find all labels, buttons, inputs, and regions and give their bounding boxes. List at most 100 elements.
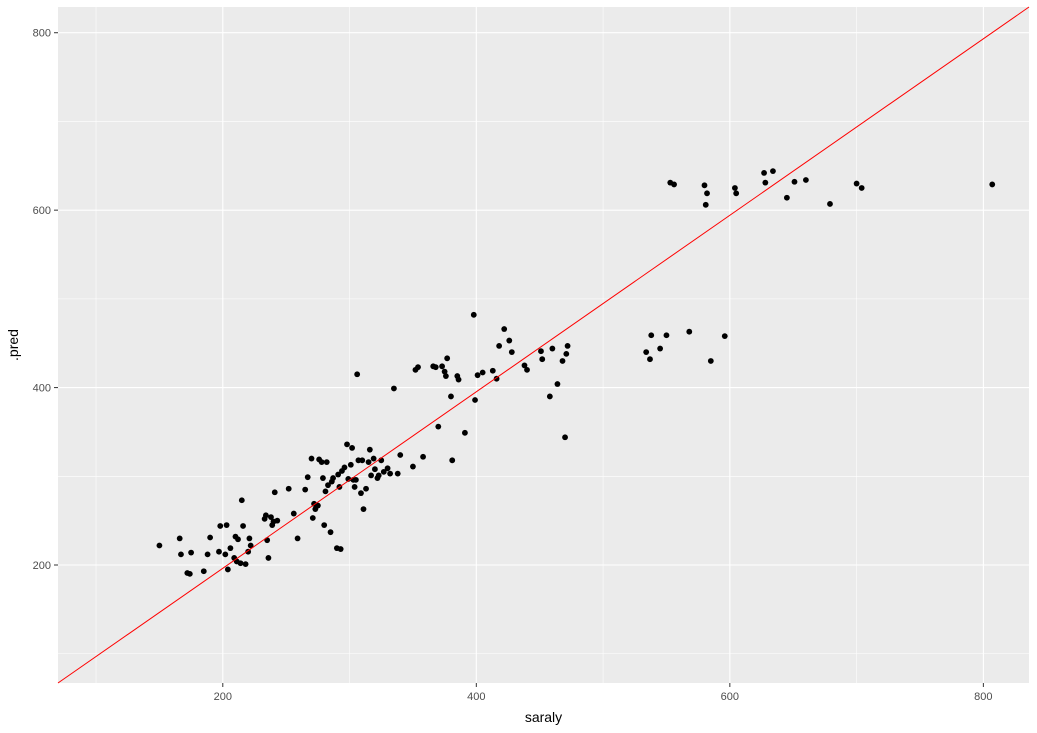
data-point — [358, 490, 364, 497]
data-point — [384, 465, 391, 472]
data-point — [448, 393, 454, 400]
data-point — [246, 535, 253, 542]
data-point — [501, 326, 508, 332]
x-axis-ticks: 200 400 600 800 — [214, 683, 993, 703]
data-point — [721, 333, 728, 340]
data-point — [474, 372, 481, 379]
data-point — [262, 512, 269, 519]
minor-gridlines — [58, 7, 1029, 683]
y-axis-ticks: 200 400 600 800 — [33, 28, 58, 572]
data-point — [732, 185, 738, 191]
data-points — [156, 168, 996, 577]
data-point — [563, 350, 570, 357]
data-point — [686, 328, 693, 335]
data-point — [347, 461, 354, 468]
data-point — [370, 455, 377, 462]
data-point — [506, 337, 513, 344]
reference-line — [57, 6, 1030, 684]
data-point — [318, 459, 325, 466]
data-point — [762, 179, 769, 186]
data-point — [643, 349, 650, 355]
data-point — [294, 535, 301, 542]
data-point — [274, 517, 281, 524]
data-point — [322, 488, 329, 495]
data-point — [701, 182, 708, 189]
data-point — [224, 566, 231, 573]
data-point — [327, 529, 334, 536]
data-point — [366, 446, 373, 453]
data-point — [415, 364, 421, 371]
data-point — [304, 474, 311, 481]
data-point — [791, 178, 798, 185]
y-tick-label: 800 — [33, 28, 51, 40]
y-tick-label: 200 — [33, 560, 51, 572]
data-point — [186, 570, 193, 577]
data-point — [432, 364, 439, 371]
data-point — [546, 393, 553, 400]
x-tick-label: 600 — [721, 691, 739, 703]
data-point — [549, 345, 556, 352]
x-tick-label: 800 — [974, 691, 992, 703]
data-point — [853, 180, 860, 187]
data-point — [238, 497, 245, 504]
data-point — [268, 514, 274, 521]
data-point — [321, 522, 328, 528]
data-point — [372, 466, 378, 473]
data-point — [320, 475, 326, 481]
data-point — [285, 485, 292, 492]
data-point — [538, 348, 544, 355]
data-point — [858, 185, 865, 191]
data-point — [671, 181, 677, 188]
y-tick-label: 400 — [33, 383, 51, 395]
data-point — [227, 545, 234, 552]
data-point — [472, 397, 478, 403]
data-point — [309, 515, 316, 521]
data-point — [237, 560, 244, 567]
data-point — [462, 429, 468, 436]
data-point — [217, 523, 224, 529]
data-point — [335, 471, 342, 478]
data-point — [455, 376, 462, 383]
data-point — [200, 568, 207, 575]
data-point — [479, 369, 486, 376]
data-point — [337, 546, 344, 552]
data-point — [368, 472, 375, 479]
x-axis-title: saraly — [525, 709, 562, 725]
data-point — [222, 551, 229, 558]
data-point — [207, 534, 214, 541]
data-point — [352, 476, 359, 483]
data-point — [449, 457, 456, 464]
data-point — [489, 367, 496, 374]
data-point — [178, 551, 184, 558]
data-point — [240, 523, 246, 529]
y-axis-title: .pred — [5, 329, 21, 361]
data-point — [302, 486, 309, 493]
major-gridlines — [58, 7, 1029, 683]
data-point — [375, 472, 382, 479]
data-point — [441, 368, 448, 375]
data-point — [387, 470, 394, 477]
data-point — [496, 342, 503, 349]
data-point — [351, 484, 358, 490]
data-point — [341, 464, 348, 471]
data-point — [420, 453, 426, 460]
data-point — [539, 356, 546, 363]
data-point — [663, 332, 670, 339]
x-tick-label: 200 — [214, 691, 232, 703]
data-point — [394, 470, 401, 477]
data-point — [435, 423, 442, 430]
data-point — [564, 342, 571, 349]
data-point — [204, 551, 211, 558]
data-point — [359, 457, 366, 464]
data-point — [470, 311, 477, 318]
data-point — [290, 510, 297, 517]
data-point — [493, 375, 500, 382]
data-point — [770, 168, 776, 175]
data-point — [647, 356, 653, 363]
data-point — [783, 194, 790, 201]
data-point — [704, 190, 710, 197]
data-point — [363, 485, 369, 492]
data-point — [410, 463, 416, 470]
data-point — [265, 555, 272, 561]
